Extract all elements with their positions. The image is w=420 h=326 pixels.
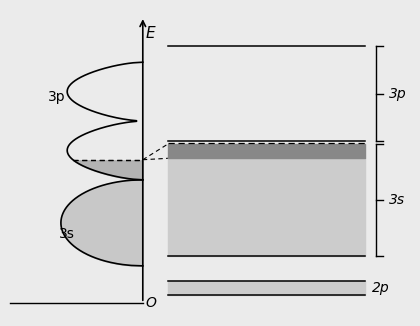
Text: 3p: 3p — [48, 90, 66, 104]
Text: 2p: 2p — [372, 281, 389, 295]
Text: 3s: 3s — [388, 193, 404, 207]
Text: 3p: 3p — [388, 87, 406, 101]
Text: $O$: $O$ — [145, 296, 158, 310]
Text: 3s: 3s — [59, 227, 75, 241]
Text: $E$: $E$ — [145, 25, 157, 41]
